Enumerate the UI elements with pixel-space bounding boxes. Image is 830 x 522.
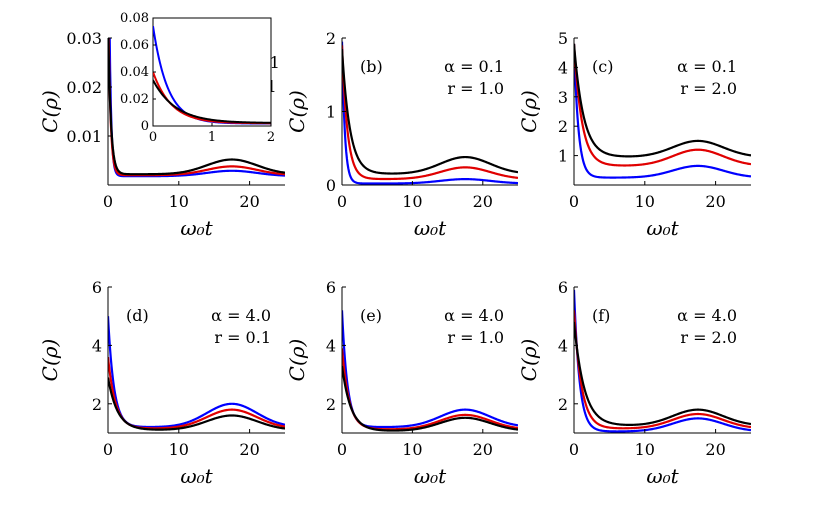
series-line-red [574,43,751,167]
alpha-annotation: α = 4.0 [211,306,271,325]
x-tick-label: 20 [473,440,493,459]
panel-c: 0 10 20 1 2 3 4 5 ω₀t C(ρ) (c) α = 0.1 r = 2.0 [517,29,751,240]
y-tick-label: 3 [558,88,568,107]
y-axis-label: C(ρ) [285,339,309,382]
y-tick-label: 4 [92,336,102,355]
y-tick-label: 4 [558,336,568,355]
panel-label: (c) [592,57,613,76]
series-line-black [342,365,518,432]
x-tick-label: 0 [337,440,347,459]
y-tick-label: 2 [326,29,336,48]
x-tick-label: 0 [103,192,113,211]
y-tick-label: 2 [326,395,336,414]
inset-plot: 0 1 2 0 0.02 0.04 0.06 0.08 [120,11,275,145]
series-line-black [108,38,285,176]
y-tick-label: 2 [558,117,568,136]
inset-series-line-black [153,79,271,124]
y-tick-label: 0.01 [66,127,102,146]
y-axis-label: C(ρ) [517,90,541,133]
series-line-blue [574,43,751,179]
y-tick-label: 1 [326,103,336,122]
alpha-annotation: α = 0.1 [444,57,504,76]
series-line-blue [342,310,518,429]
y-tick-label: 0 [326,176,336,195]
y-tick-label: 0.02 [66,78,102,97]
panel-d: 0 10 20 2 4 6 ω₀t C(ρ) (d) α = 4.0 r = 0.1 [38,278,285,488]
x-axis-label: ω₀t [414,216,447,240]
inset-y-tick-label: 0.06 [120,38,149,53]
r-annotation: r = 0.1 [214,328,271,347]
series-line-blue [342,41,518,185]
series-line-black [574,43,751,158]
alpha-annotation: α = 4.0 [444,306,504,325]
x-tick-label: 10 [635,440,655,459]
x-tick-label: 10 [402,440,422,459]
y-tick-label: 6 [92,278,102,297]
series-line-blue [574,289,751,433]
r-annotation: r = 1.0 [447,328,504,347]
x-axis-label: ω₀t [180,216,213,240]
panel-label: (b) [360,57,383,76]
inset-y-tick-label: 0.04 [120,65,149,80]
y-axis-label: C(ρ) [38,90,62,133]
x-tick-label: 0 [337,192,347,211]
x-axis-label: ω₀t [646,216,679,240]
inset-frame [152,17,272,127]
alpha-annotation: α = 0.1 [677,57,737,76]
inset-y-tick-label: 0 [141,119,149,134]
inset-y-tick-label: 0.02 [120,92,149,107]
y-tick-label: 0.03 [66,29,102,48]
y-axis-label: C(ρ) [285,90,309,133]
panel-f: 0 10 20 2 4 6 ω₀t C(ρ) (f) α = 4.0 r = 2.0 [517,278,751,488]
y-tick-label: 1 [558,147,568,166]
x-tick-label: 10 [169,192,189,211]
r-annotation: r = 2.0 [680,79,737,98]
x-tick-label: 20 [473,192,493,211]
y-axis-label: C(ρ) [38,339,62,382]
x-tick-label: 20 [705,440,725,459]
y-tick-label: 2 [558,395,568,414]
x-tick-label: 10 [635,192,655,211]
r-annotation: r = 1.0 [447,79,504,98]
y-axis-label: C(ρ) [517,339,541,382]
series-line-black [574,321,751,426]
x-tick-label: 10 [169,440,189,459]
inset-x-tick-label: 2 [267,130,275,145]
y-tick-label: 2 [92,395,102,414]
panel-e: 0 10 20 2 4 6 ω₀t C(ρ) (e) α = 4.0 r = 1.0 [285,278,518,488]
x-axis-label: ω₀t [646,464,679,488]
inset-y-tick-label: 0.08 [120,11,149,26]
x-tick-label: 10 [402,192,422,211]
x-axis-label: ω₀t [414,464,447,488]
x-tick-label: 20 [239,440,259,459]
panel-label: (f) [592,306,610,325]
x-tick-label: 0 [569,440,579,459]
series-line-red [574,310,751,430]
x-tick-label: 0 [569,192,579,211]
inset-x-tick-label: 1 [208,130,216,145]
inset-x-tick-label: 0 [149,130,157,145]
x-axis-label: ω₀t [180,464,213,488]
y-tick-label: 5 [558,29,568,48]
series-line-black [342,48,518,175]
series-line-black [108,377,285,431]
r-annotation: r = 2.0 [680,328,737,347]
x-tick-label: 20 [239,192,259,211]
panel-label: (d) [126,306,149,325]
alpha-annotation: α = 4.0 [677,306,737,325]
y-tick-label: 6 [326,278,336,297]
panel-label: (e) [360,306,382,325]
y-tick-label: 4 [558,58,568,77]
x-tick-label: 0 [103,440,113,459]
y-tick-label: 4 [326,336,336,355]
x-tick-label: 20 [705,192,725,211]
panel-b: 0 10 20 0 1 2 ω₀t C(ρ) (b) α = 0.1 r = 1.0 [285,29,518,240]
y-tick-label: 6 [558,278,568,297]
series-line-red [342,45,518,181]
